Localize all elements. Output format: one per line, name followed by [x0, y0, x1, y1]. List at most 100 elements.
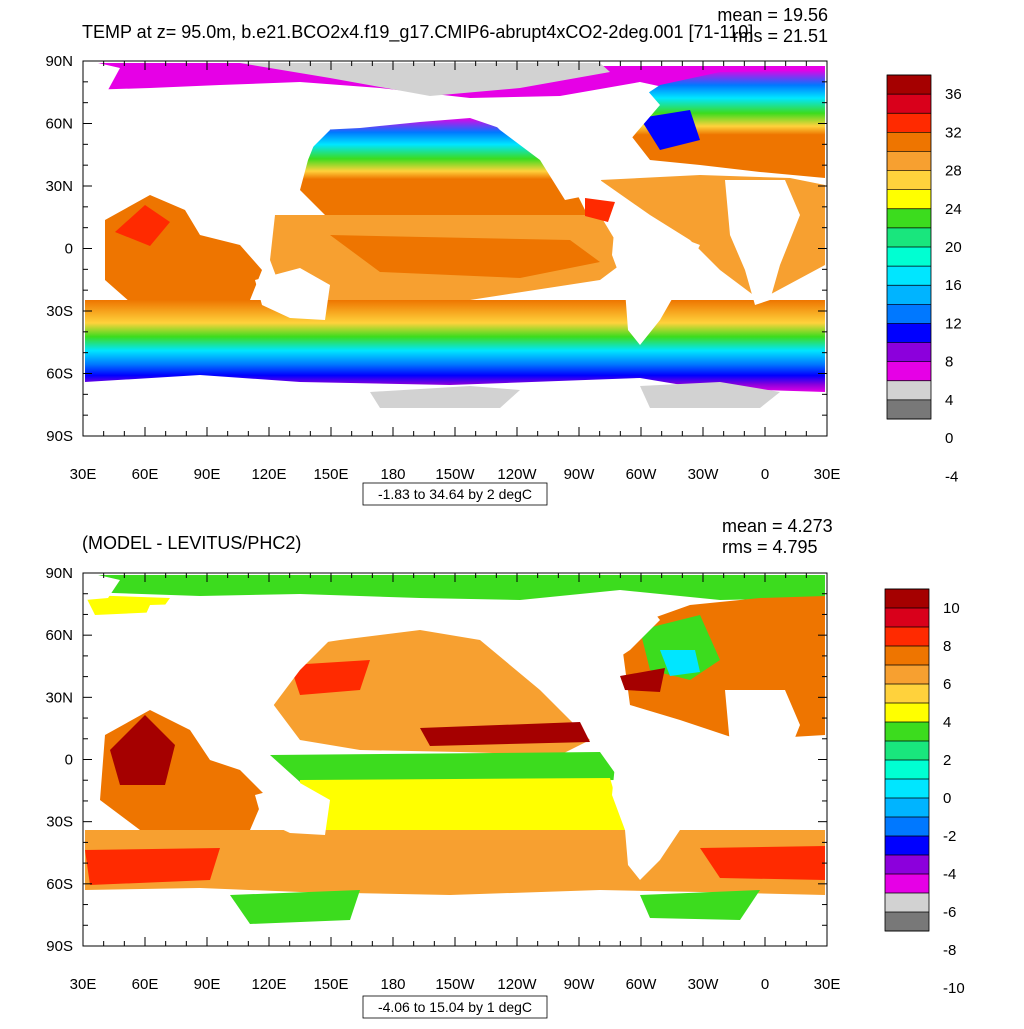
p2-colorbar-box — [885, 703, 929, 723]
panel-1-rms: rms = 21.51 — [732, 26, 828, 46]
panel-1-north-america — [480, 82, 660, 200]
p1-colorbar-box — [887, 399, 931, 420]
panel-2-antarctic-green-b — [640, 890, 760, 920]
panel-1-south-america — [612, 220, 700, 345]
p2-x-tick-label: 0 — [761, 976, 769, 993]
p1-colorbar-box — [887, 113, 931, 133]
panel-1-title: TEMP at z= 95.0m, b.e21.BCO2x4.f19_g17.C… — [82, 22, 753, 43]
p1-x-tick-label: 120E — [251, 466, 286, 483]
p1-colorbar-box — [887, 151, 931, 171]
p1-colorbar-label: 28 — [945, 163, 962, 180]
p1-x-tick-label: 90E — [194, 466, 221, 483]
panel-2-north-america — [480, 595, 660, 712]
panel-1-north-pacific — [300, 118, 590, 220]
panel-1: TEMP at z= 95.0m, b.e21.BCO2x4.f19_g17.C… — [45, 5, 962, 506]
panel-1-range-box — [362, 482, 548, 506]
panel-1-x-tick-labels: 30E 60E 90E 120E 150E 180 150W 120W 90W 60W 30W 0 30… — [70, 466, 841, 483]
p2-colorbar-box — [885, 665, 929, 685]
p1-colorbar-box — [887, 208, 931, 229]
panel-2-labrador — [640, 615, 720, 680]
p1-colorbar-label: 0 — [945, 430, 953, 447]
panel-2-europe — [85, 572, 120, 600]
p2-y-tick-label: 0 — [65, 752, 73, 769]
panel-2-africa — [725, 690, 800, 815]
p1-colorbar-box — [887, 75, 931, 95]
panel-1-warm-pool — [330, 235, 600, 278]
p2-colorbar-label: -10 — [943, 980, 965, 997]
panel-2-labrador-core — [660, 650, 700, 676]
panel-1-land — [85, 60, 800, 345]
panel-1-arabian-sea — [115, 205, 170, 246]
p2-colorbar-box — [885, 608, 929, 628]
p2-y-tick-label: 90S — [46, 938, 73, 955]
panel-2-arctic — [85, 575, 825, 600]
p2-colorbar-box — [885, 684, 929, 704]
p2-x-tick-label: 180 — [380, 976, 405, 993]
p2-y-tick-label: 60N — [45, 627, 73, 644]
panel-2-range-box — [362, 995, 548, 1019]
panel-2-land — [85, 572, 800, 880]
p2-y-tick-label: 30S — [46, 814, 73, 831]
panel-1-arctic-ice — [240, 63, 610, 96]
p1-y-tick-label: 90S — [46, 428, 73, 445]
p1-x-tick-label: 30E — [70, 466, 97, 483]
p2-x-tick-label: 30W — [688, 976, 720, 993]
p2-colorbar-label: -2 — [943, 828, 956, 845]
panel-2-title: (MODEL - LEVITUS/PHC2) — [82, 533, 301, 553]
p2-x-tick-label: 60E — [132, 976, 159, 993]
p1-y-tick-label: 90N — [45, 53, 73, 70]
p1-colorbar-label: 16 — [945, 277, 962, 294]
p1-colorbar-box — [887, 132, 931, 152]
p2-colorbar-box — [885, 779, 929, 799]
p2-colorbar-label: -8 — [943, 942, 956, 959]
p1-x-tick-label: 150E — [313, 466, 348, 483]
p2-colorbar-box — [885, 893, 929, 913]
panel-2-range-label: -4.06 to 15.04 by 1 degC — [378, 999, 532, 1015]
p1-colorbar-label: 12 — [945, 315, 962, 332]
p1-colorbar-label: 32 — [945, 124, 962, 141]
p2-colorbar-box — [885, 741, 929, 761]
p2-x-tick-label: 150W — [435, 976, 475, 993]
p2-x-tick-label: 30E — [814, 976, 841, 993]
p2-colorbar-box — [885, 798, 929, 818]
p2-colorbar-box — [885, 589, 929, 609]
p2-colorbar-label: 0 — [943, 790, 951, 807]
panel-1-north-atlantic — [615, 70, 825, 178]
p2-colorbar-label: 2 — [943, 752, 951, 769]
p1-y-tick-label: 60N — [45, 116, 73, 133]
p2-colorbar-box — [885, 912, 929, 932]
p2-colorbar-box — [885, 836, 929, 856]
p1-colorbar-label: 24 — [945, 201, 962, 218]
panel-2-equatorial-band — [270, 752, 620, 782]
panel-2-southern-hot-a — [85, 848, 220, 885]
panel-1-mean: mean = 19.56 — [717, 5, 828, 25]
p2-colorbar-label: -4 — [943, 866, 956, 883]
p1-colorbar-box — [887, 285, 931, 305]
p2-colorbar-label: 6 — [943, 676, 951, 693]
p2-y-tick-label: 30N — [45, 689, 73, 706]
p2-colorbar-label: 10 — [943, 600, 960, 617]
panel-2-mean: mean = 4.273 — [722, 516, 833, 536]
p2-colorbar-box — [885, 760, 929, 780]
p1-colorbar-box — [887, 266, 931, 286]
p1-colorbar-label: 20 — [945, 239, 962, 256]
p1-x-tick-label: 30E — [814, 466, 841, 483]
p2-colorbar-box — [885, 817, 929, 837]
p1-colorbar-box — [887, 227, 931, 248]
panel-1-range-label: -1.83 to 34.64 by 2 degC — [378, 486, 532, 502]
panel-2-australia — [255, 783, 330, 835]
p1-colorbar-box — [887, 247, 931, 267]
p1-colorbar-box — [887, 189, 931, 210]
panel-1-labrador-sea — [640, 110, 700, 150]
panel-1-map — [82, 60, 828, 437]
p2-colorbar-box — [885, 855, 929, 875]
p1-x-tick-label: 60E — [132, 466, 159, 483]
panel-1-africa — [725, 180, 800, 305]
p1-x-tick-label: 30W — [688, 466, 720, 483]
p1-colorbar-label: 4 — [945, 392, 953, 409]
panel-1-gulf-of-mexico — [585, 198, 615, 222]
p1-colorbar-label: -4 — [945, 468, 958, 485]
panel-2: (MODEL - LEVITUS/PHC2) mean = 4.273 rms … — [45, 516, 965, 1019]
p1-y-tick-label: 30S — [46, 303, 73, 320]
panel-1-colorbar: 36 32 28 24 20 16 12 8 4 0 -4 — [886, 74, 962, 485]
